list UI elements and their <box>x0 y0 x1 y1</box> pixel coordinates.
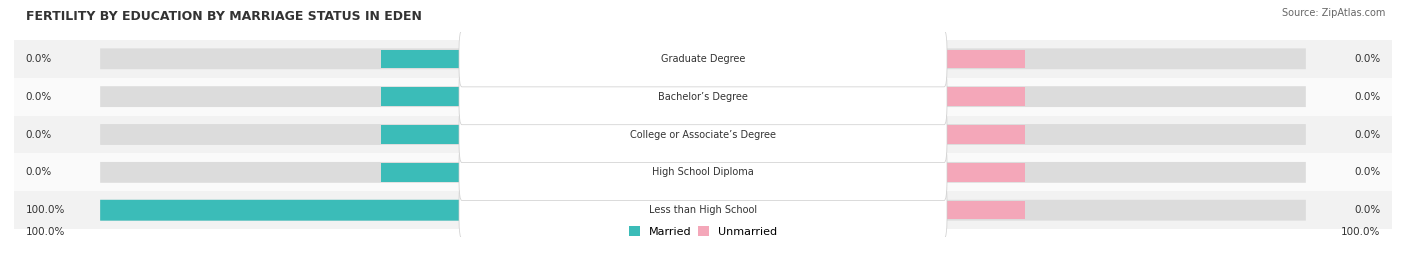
Text: Less than High School: Less than High School <box>650 205 756 215</box>
FancyBboxPatch shape <box>458 182 948 238</box>
Bar <box>14 116 1392 153</box>
FancyBboxPatch shape <box>703 162 1306 183</box>
Text: 0.0%: 0.0% <box>25 129 52 140</box>
Text: 100.0%: 100.0% <box>1341 227 1381 237</box>
Bar <box>14 153 1392 191</box>
Text: 100.0%: 100.0% <box>25 205 65 215</box>
Bar <box>14 40 1392 78</box>
Bar <box>945 201 1025 220</box>
FancyBboxPatch shape <box>100 86 703 107</box>
Bar <box>381 49 461 68</box>
Bar <box>381 163 461 182</box>
Text: High School Diploma: High School Diploma <box>652 167 754 177</box>
Text: 0.0%: 0.0% <box>1354 54 1381 64</box>
FancyBboxPatch shape <box>100 200 703 221</box>
FancyBboxPatch shape <box>703 200 1306 221</box>
Bar <box>381 87 461 106</box>
Text: 0.0%: 0.0% <box>1354 92 1381 102</box>
FancyBboxPatch shape <box>458 31 948 87</box>
Text: 0.0%: 0.0% <box>25 54 52 64</box>
Bar <box>381 201 461 220</box>
Bar <box>14 191 1392 229</box>
FancyBboxPatch shape <box>458 107 948 162</box>
FancyBboxPatch shape <box>703 48 1306 69</box>
Bar <box>381 125 461 144</box>
Text: Graduate Degree: Graduate Degree <box>661 54 745 64</box>
Text: 100.0%: 100.0% <box>25 227 65 237</box>
FancyBboxPatch shape <box>100 162 703 183</box>
FancyBboxPatch shape <box>100 124 703 145</box>
Text: 0.0%: 0.0% <box>25 167 52 177</box>
Bar <box>14 78 1392 116</box>
Text: College or Associate’s Degree: College or Associate’s Degree <box>630 129 776 140</box>
FancyBboxPatch shape <box>458 144 948 200</box>
Text: 0.0%: 0.0% <box>25 92 52 102</box>
Bar <box>945 125 1025 144</box>
Bar <box>945 49 1025 68</box>
Text: FERTILITY BY EDUCATION BY MARRIAGE STATUS IN EDEN: FERTILITY BY EDUCATION BY MARRIAGE STATU… <box>25 10 422 23</box>
Text: 0.0%: 0.0% <box>1354 167 1381 177</box>
Text: 0.0%: 0.0% <box>1354 205 1381 215</box>
Text: Source: ZipAtlas.com: Source: ZipAtlas.com <box>1281 8 1385 18</box>
Bar <box>945 87 1025 106</box>
Legend: Married, Unmarried: Married, Unmarried <box>624 222 782 241</box>
Text: Bachelor’s Degree: Bachelor’s Degree <box>658 92 748 102</box>
FancyBboxPatch shape <box>703 124 1306 145</box>
FancyBboxPatch shape <box>100 200 703 221</box>
FancyBboxPatch shape <box>703 86 1306 107</box>
FancyBboxPatch shape <box>458 69 948 125</box>
Bar <box>945 163 1025 182</box>
FancyBboxPatch shape <box>100 48 703 69</box>
Text: 0.0%: 0.0% <box>1354 129 1381 140</box>
